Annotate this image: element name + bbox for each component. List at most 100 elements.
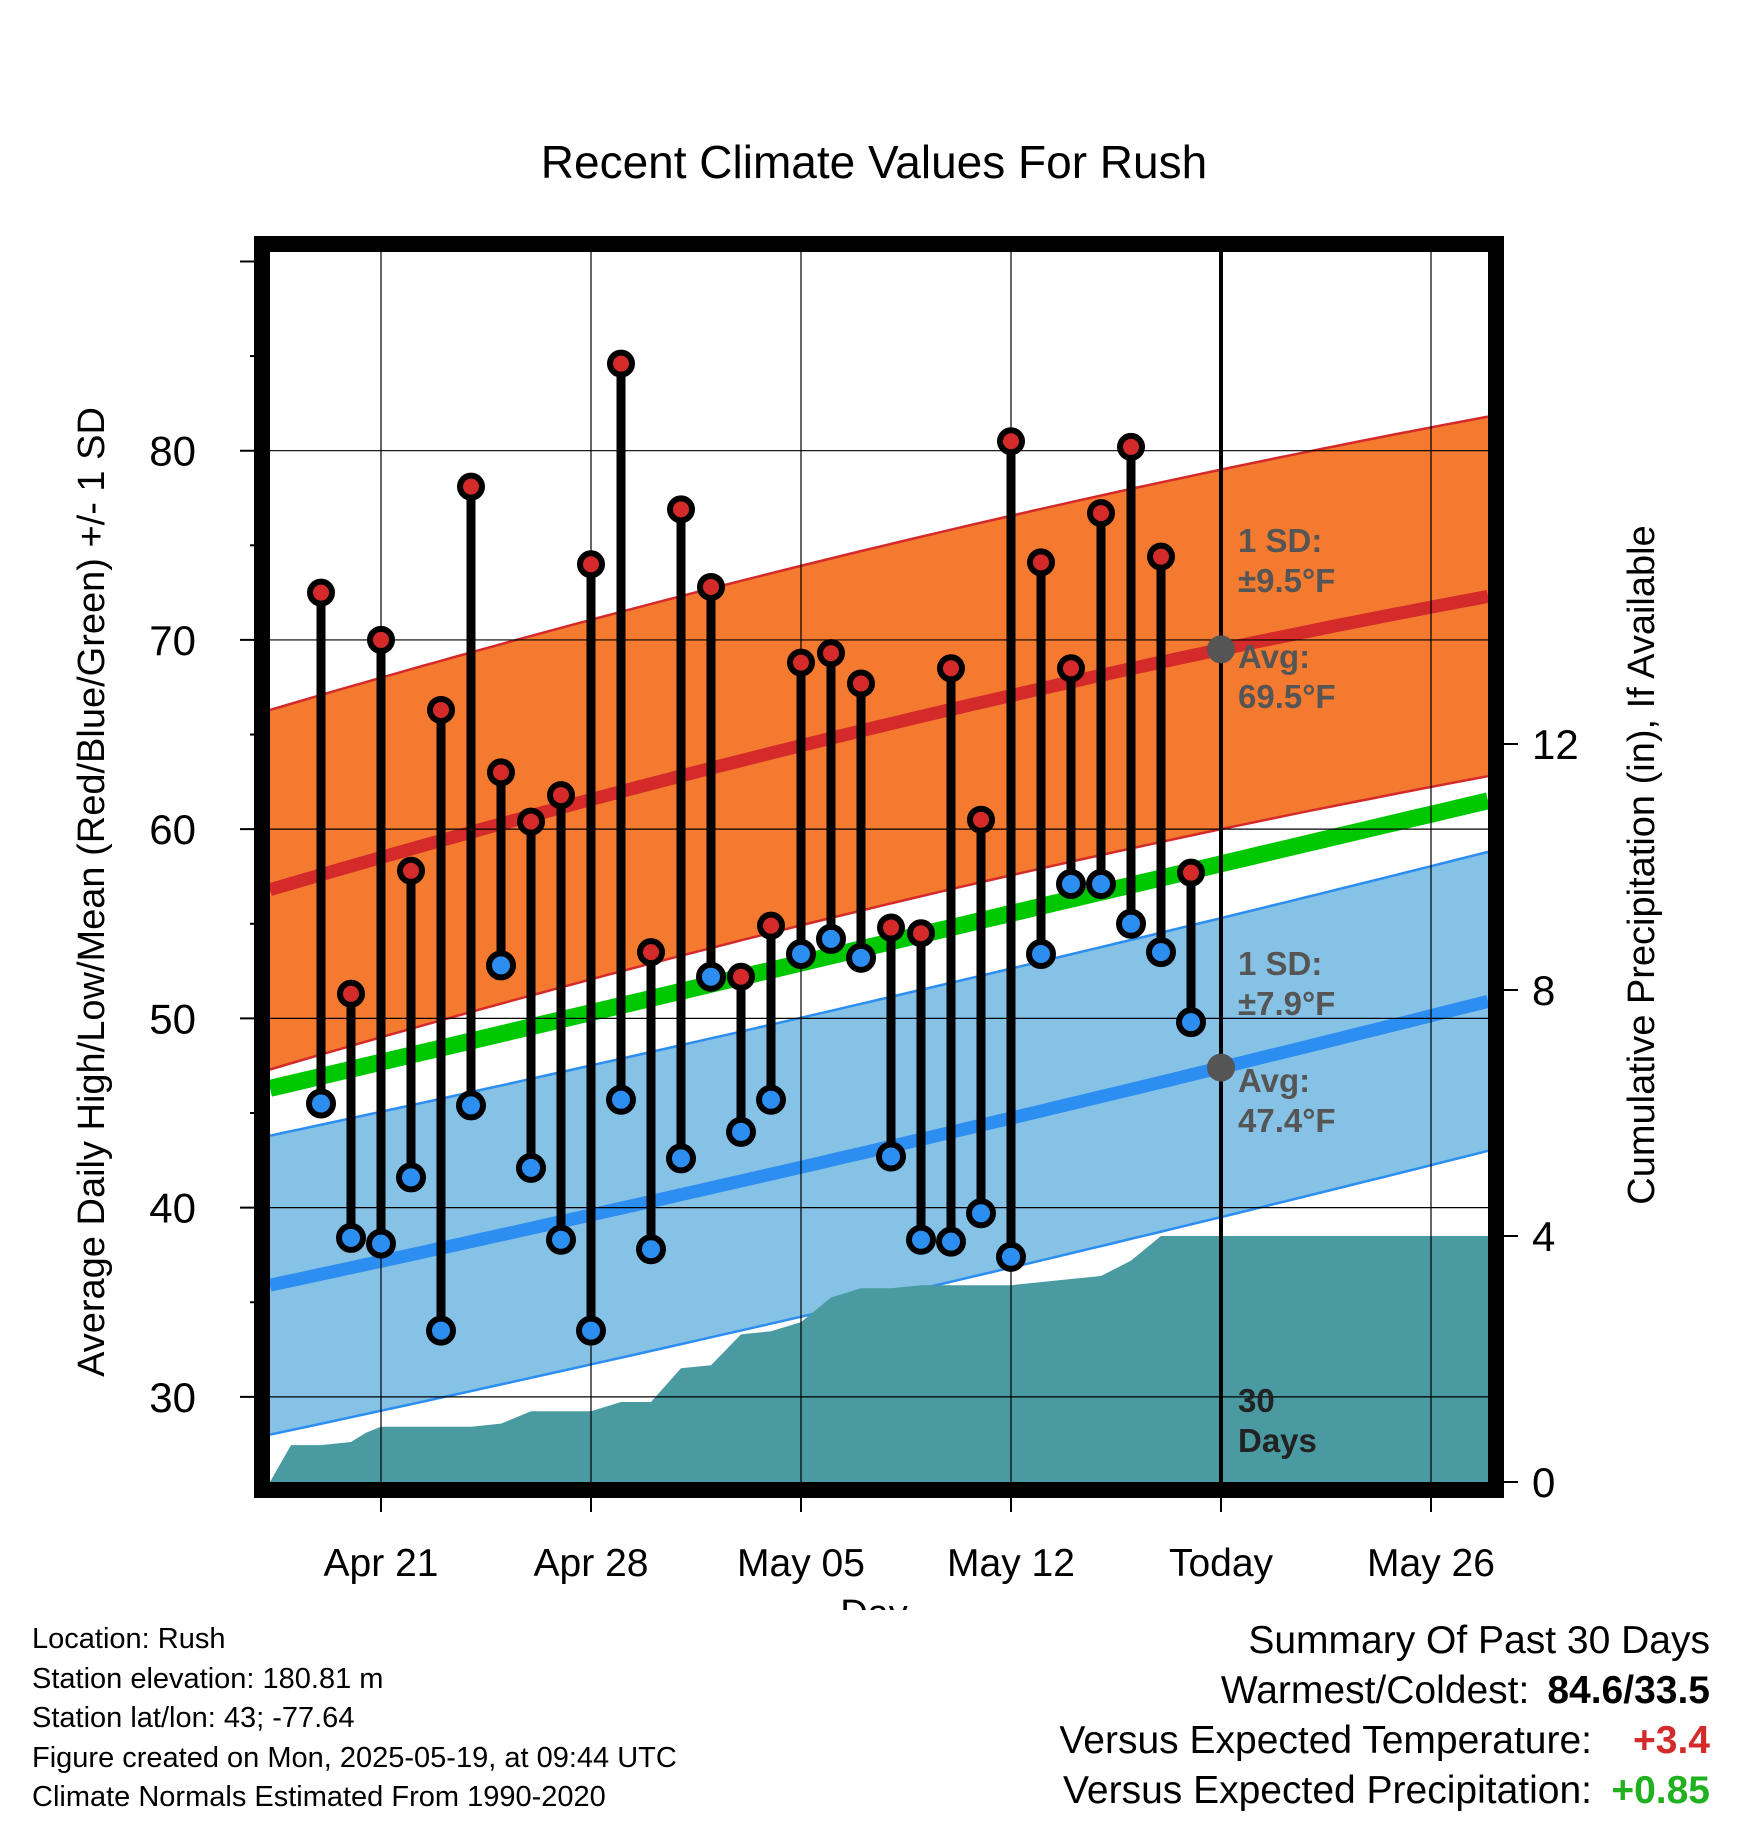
low-temp-point <box>726 1116 756 1147</box>
x-tick-label: May 26 <box>1367 1542 1495 1585</box>
low-temp-point <box>1026 939 1056 970</box>
temp-value: +3.4 <box>1633 1719 1710 1762</box>
low-temp-point <box>756 1084 786 1115</box>
today-low-avg-marker <box>1207 1053 1235 1082</box>
high-temp-point <box>1057 654 1085 683</box>
x-tick-label: Today <box>1169 1542 1274 1585</box>
low-temp-point <box>816 923 846 954</box>
high-temp-point <box>457 472 485 501</box>
low-temp-point <box>366 1228 396 1259</box>
high-temp-point <box>1087 499 1115 528</box>
y2-tick-label: 4 <box>1532 1213 1555 1260</box>
y2-tick-label: 8 <box>1532 967 1555 1014</box>
low-temp-point <box>846 942 876 973</box>
normals-text: Climate Normals Estimated From 1990-2020 <box>32 1781 606 1813</box>
high-temp-point <box>517 807 545 836</box>
y2-tick-label: 12 <box>1532 721 1579 768</box>
today-high-avg-marker <box>1207 635 1235 664</box>
precip-area <box>270 1236 1488 1482</box>
x-tick-label: May 12 <box>947 1542 1075 1585</box>
climate-chart: Recent Climate Values For Rush 1 SD:±9.5… <box>71 136 1663 1610</box>
high-temp-point <box>847 669 875 698</box>
y-tick-label: 50 <box>149 995 196 1042</box>
low-temp-point <box>456 1090 486 1121</box>
latlon-text: Station lat/lon: 43; -77.64 <box>32 1702 355 1734</box>
summary-precip: Versus Expected Precipitation: +0.85 <box>1059 1766 1710 1816</box>
y-tick-label: 80 <box>149 428 196 475</box>
high-temp-point <box>1147 542 1175 571</box>
y-tick-label: 30 <box>149 1374 196 1421</box>
low-temp-point <box>876 1141 906 1172</box>
elevation-text: Station elevation: 180.81 m <box>32 1662 384 1695</box>
low-sd-annotation: 1 SD: <box>1238 945 1322 982</box>
y-axis-label: Average Daily High/Low/Mean (Red/Blue/Gr… <box>71 407 113 1377</box>
days-annotation: Days <box>1238 1422 1317 1459</box>
station-info: Location: Rush Station elevation: 180.81… <box>32 1620 677 1818</box>
low-temp-point <box>996 1241 1026 1272</box>
low-temp-point <box>546 1224 576 1255</box>
high-temp-point <box>967 805 995 834</box>
summary-panel: Summary Of Past 30 Days Warmest/Coldest:… <box>1059 1616 1710 1816</box>
warm-cold-value: 84.6/33.5 <box>1547 1669 1710 1712</box>
high-temp-point <box>877 913 905 942</box>
low-temp-point <box>486 950 516 981</box>
high-temp-point <box>397 856 425 885</box>
plot-frame <box>254 236 1504 1498</box>
low-temp-point <box>396 1162 426 1193</box>
warm-cold-label: Warmest/Coldest: <box>1220 1669 1530 1712</box>
low-temp-point <box>786 939 816 970</box>
low-temp-point <box>696 961 726 992</box>
low-sd-annotation: ±7.9°F <box>1238 985 1335 1022</box>
created-text: Figure created on Mon, 2025-05-19, at 09… <box>32 1741 677 1774</box>
x-axis-label: Day <box>840 1593 908 1610</box>
temp-label: Versus Expected Temperature: <box>1059 1719 1592 1762</box>
low-temp-point <box>1056 869 1086 900</box>
high-temp-point <box>1027 548 1055 577</box>
high-temp-point <box>697 572 725 601</box>
chart-title: Recent Climate Values For Rush <box>541 136 1207 188</box>
low-temp-point <box>1176 1007 1206 1038</box>
high-avg-annotation: Avg: <box>1238 638 1310 675</box>
low-temp-point <box>636 1234 666 1265</box>
high-temp-point <box>337 979 365 1008</box>
high-sd-band <box>270 416 1488 1070</box>
x-tick-label: Apr 28 <box>534 1542 649 1585</box>
precip-value: +0.85 <box>1611 1769 1710 1812</box>
low-temp-point <box>966 1198 996 1229</box>
high-temp-point <box>607 349 635 378</box>
precip-label: Versus Expected Precipitation: <box>1063 1769 1592 1812</box>
high-temp-point <box>997 427 1025 456</box>
low-temp-point <box>1086 869 1116 900</box>
location-text: Location: Rush <box>32 1623 226 1655</box>
y-tick-label: 60 <box>149 806 196 853</box>
summary-title: Summary Of Past 30 Days <box>1248 1619 1710 1662</box>
high-temp-point <box>757 911 785 940</box>
x-tick-label: May 05 <box>737 1542 865 1585</box>
high-temp-point <box>307 578 335 607</box>
low-temp-point <box>336 1222 366 1253</box>
high-temp-point <box>577 550 605 579</box>
y-tick-label: 70 <box>149 617 196 664</box>
high-temp-point <box>487 758 515 787</box>
low-temp-point <box>906 1224 936 1255</box>
days-annotation: 30 <box>1238 1382 1275 1419</box>
y-tick-label: 40 <box>149 1185 196 1232</box>
low-avg-annotation: 47.4°F <box>1238 1102 1336 1139</box>
low-avg-annotation: Avg: <box>1238 1062 1310 1099</box>
high-temp-point <box>367 625 395 654</box>
low-temp-point <box>936 1226 966 1257</box>
x-tick-label: Apr 21 <box>324 1542 439 1585</box>
low-temp-point <box>606 1084 636 1115</box>
high-temp-point <box>637 938 665 967</box>
low-temp-point <box>306 1088 336 1119</box>
low-temp-point <box>576 1315 606 1346</box>
high-temp-point <box>1177 858 1205 887</box>
high-temp-point <box>727 962 755 991</box>
high-temp-point <box>907 919 935 948</box>
y2-axis-label: Cumulative Precipitation (in), If Availa… <box>1621 525 1663 1204</box>
high-temp-point <box>817 639 845 668</box>
high-temp-point <box>937 654 965 683</box>
summary-temp: Versus Expected Temperature: +3.4 <box>1059 1716 1710 1766</box>
summary-warm-cold: Warmest/Coldest: 84.6/33.5 <box>1059 1666 1710 1716</box>
